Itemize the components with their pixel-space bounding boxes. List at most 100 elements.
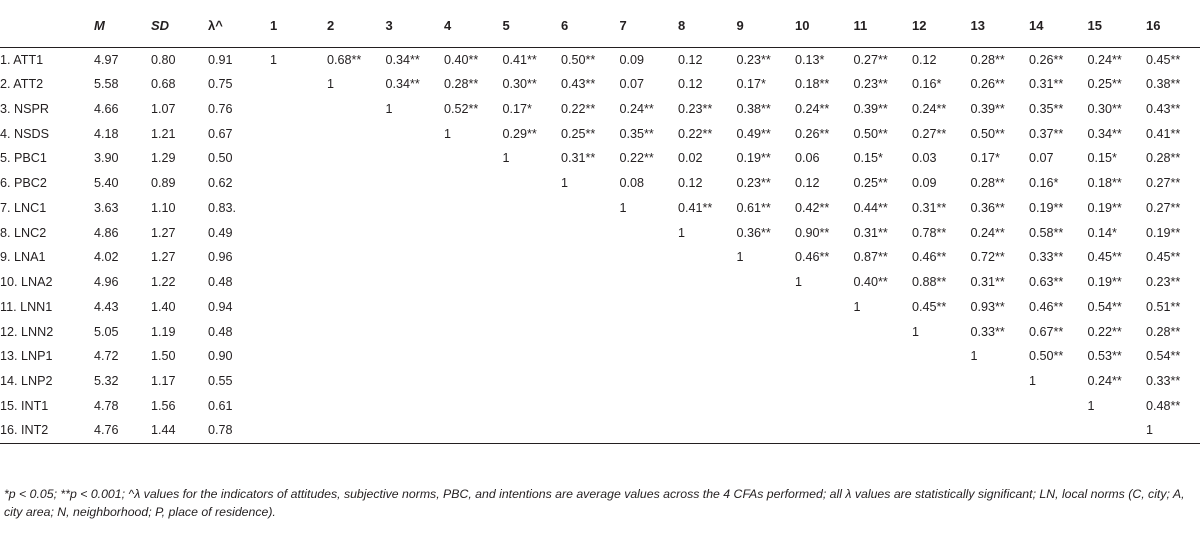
correlation-cell [620, 369, 679, 394]
correlation-cell [503, 319, 562, 344]
correlation-cell: 0.50** [853, 126, 888, 141]
correlation-cell [795, 418, 854, 444]
mean-cell: 4.43 [94, 299, 119, 314]
column-header: 12 [912, 5, 971, 48]
sd-cell: 0.68 [151, 77, 176, 92]
correlation-cell: 0.40** [853, 275, 888, 290]
correlation-cell: 0.22** [561, 101, 596, 116]
correlation-cell: 0.25** [853, 176, 888, 191]
correlation-cell [971, 369, 1030, 394]
correlation-cell [678, 270, 737, 295]
correlation-cell: 0.23** [736, 52, 771, 67]
correlation-cell [912, 394, 971, 419]
correlation-cell [503, 295, 562, 320]
table-row: 8. LNC2 4.86 1.27 0.49 1 0.36** 0.90** 0.31** 0.… [0, 220, 1200, 245]
correlation-cell [912, 369, 971, 394]
correlation-cell [270, 121, 327, 146]
correlation-cell [737, 344, 796, 369]
correlation-cell: 0.41** [1146, 126, 1181, 141]
table-row: 3. NSPR 4.66 1.07 0.76 1 0.52** 0.17* 0.22** 0.2… [0, 97, 1200, 122]
correlation-cell: 1 [853, 299, 861, 314]
correlation-cell [620, 295, 679, 320]
correlation-cell: 0.23** [853, 77, 888, 92]
correlation-cell: 0.17* [736, 77, 766, 92]
sd-cell: 1.27 [151, 250, 176, 265]
lambda-cell: 0.61 [208, 398, 233, 413]
correlation-cell [444, 220, 503, 245]
correlation-cell: 0.07 [1029, 151, 1054, 166]
correlation-cell: 0.38** [1146, 77, 1181, 92]
correlation-cell: 1 [912, 324, 920, 339]
correlation-cell [620, 319, 679, 344]
column-header: 7 [619, 5, 678, 48]
correlation-cell: 0.17* [502, 101, 532, 116]
mean-cell: 5.05 [94, 324, 119, 339]
correlation-cell: 0.18** [1087, 176, 1122, 191]
correlation-cell [561, 319, 620, 344]
correlation-cell: 0.31** [1029, 77, 1064, 92]
lambda-cell: 0.48 [208, 275, 233, 290]
correlation-cell: 0.39** [970, 101, 1005, 116]
correlation-cell: 0.35** [619, 126, 654, 141]
correlation-cell: 0.46** [1029, 299, 1064, 314]
correlation-cell [912, 344, 971, 369]
mean-cell: 3.90 [94, 151, 119, 166]
correlation-cell: 0.15* [853, 151, 883, 166]
correlation-cell [678, 295, 737, 320]
mean-cell: 4.86 [94, 225, 119, 240]
correlation-cell [386, 394, 445, 419]
correlation-cell: 0.09 [619, 52, 645, 67]
correlation-cell: 0.27** [1146, 176, 1181, 191]
correlation-cell [678, 418, 737, 444]
column-header: 6 [561, 5, 620, 48]
correlation-cell: 0.50** [970, 126, 1005, 141]
row-label: 2. ATT2 [0, 77, 44, 92]
table-row: 14. LNP2 5.32 1.17 0.55 1 0.24** 0.33** [0, 369, 1200, 394]
correlation-cell: 0.31** [912, 200, 947, 215]
correlation-cell [327, 171, 386, 196]
table-row: 10. LNA2 4.96 1.22 0.48 1 0.40** 0.88** 0.31** 0… [0, 270, 1200, 295]
correlation-cell: 1 [385, 101, 393, 116]
table-header-row: M SD λ^ 1 2 3 4 5 6 7 8 9 10 11 12 13 14 15 16 [0, 5, 1200, 48]
correlation-cell [795, 319, 854, 344]
correlation-cell: 0.36** [736, 225, 771, 240]
table-row: 7. LNC1 3.63 1.10 0.83. 1 0.41** 0.61** 0.42** 0… [0, 196, 1200, 221]
correlation-cell: 1 [795, 275, 803, 290]
correlation-cell [736, 418, 795, 444]
correlation-cell [327, 97, 386, 122]
correlation-cell [270, 295, 327, 320]
correlation-cell [561, 295, 620, 320]
correlation-cell: 0.44** [853, 200, 888, 215]
correlation-cell [327, 121, 386, 146]
column-header: 11 [853, 5, 912, 48]
row-label: 11. LNN1 [0, 299, 53, 314]
correlation-cell [1029, 394, 1088, 419]
correlation-cell [503, 245, 562, 270]
correlation-cell [327, 369, 386, 394]
correlation-cell: 0.43** [1146, 101, 1181, 116]
correlation-cell [561, 245, 620, 270]
correlation-cell: 0.24** [619, 101, 654, 116]
correlation-cell [620, 220, 679, 245]
row-label: 16. INT2 [0, 418, 94, 444]
correlation-cell: 1 [561, 176, 569, 191]
lambda-cell: 0.90 [208, 349, 233, 364]
correlation-cell: 0.45** [1087, 250, 1122, 265]
correlation-cell [737, 295, 796, 320]
correlation-cell [620, 344, 679, 369]
correlation-cell: 0.24** [795, 101, 830, 116]
mean-cell: 4.76 [94, 418, 151, 444]
lambda-cell: 0.96 [208, 250, 233, 265]
correlation-cell: 1 [736, 250, 744, 265]
correlation-cell [327, 245, 386, 270]
correlation-cell: 0.41** [678, 200, 713, 215]
correlation-cell [270, 97, 327, 122]
correlation-cell: 0.34** [385, 52, 420, 67]
correlation-cell: 0.45** [912, 299, 947, 314]
correlation-cell [561, 344, 620, 369]
column-header: 15 [1087, 5, 1146, 48]
mean-cell: 4.96 [94, 275, 119, 290]
correlation-cell: 0.12 [678, 52, 703, 67]
correlation-cell [795, 344, 854, 369]
table-row: 15. INT1 4.78 1.56 0.61 1 0.48** [0, 394, 1200, 419]
